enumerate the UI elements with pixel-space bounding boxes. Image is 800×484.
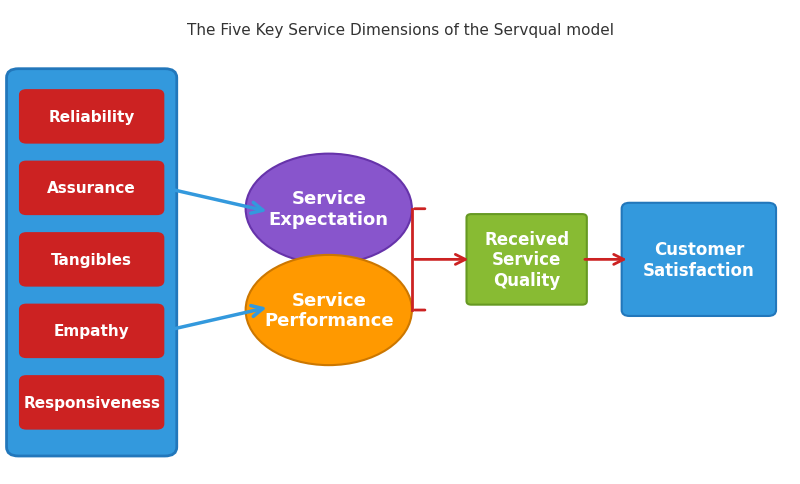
Text: Empathy: Empathy — [54, 324, 130, 339]
Ellipse shape — [246, 154, 412, 264]
FancyBboxPatch shape — [20, 305, 163, 357]
Text: Customer
Satisfaction: Customer Satisfaction — [643, 241, 754, 279]
Text: Assurance: Assurance — [47, 181, 136, 196]
FancyBboxPatch shape — [6, 70, 177, 456]
Text: Service
Performance: Service Performance — [264, 291, 394, 330]
FancyBboxPatch shape — [466, 214, 587, 305]
Text: Reliability: Reliability — [49, 110, 135, 124]
Text: Responsiveness: Responsiveness — [23, 395, 160, 410]
FancyBboxPatch shape — [20, 234, 163, 286]
Ellipse shape — [246, 256, 412, 365]
Text: Tangibles: Tangibles — [51, 252, 132, 267]
Text: Service
Expectation: Service Expectation — [269, 190, 389, 228]
Text: Received
Service
Quality: Received Service Quality — [484, 230, 570, 289]
FancyBboxPatch shape — [20, 377, 163, 429]
Text: The Five Key Service Dimensions of the Servqual model: The Five Key Service Dimensions of the S… — [186, 23, 614, 38]
FancyBboxPatch shape — [20, 162, 163, 214]
FancyBboxPatch shape — [20, 91, 163, 143]
FancyBboxPatch shape — [622, 203, 776, 317]
